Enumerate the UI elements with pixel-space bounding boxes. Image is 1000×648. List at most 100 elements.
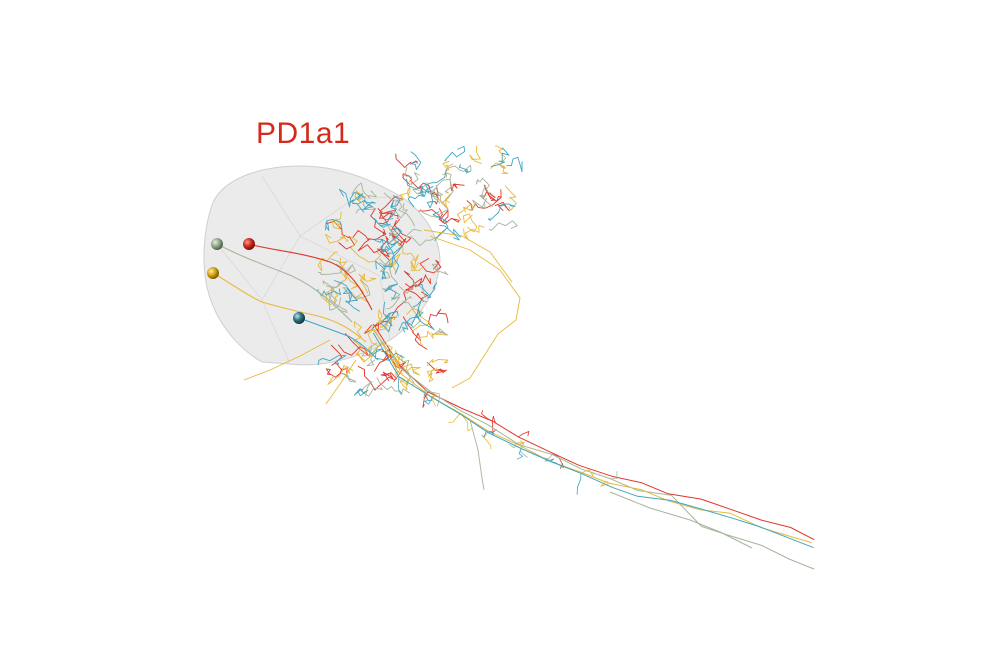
axon-tract-gray-green [371,327,815,570]
neurite-branch-gray-green [405,228,447,247]
neurite-branch-gray-green [322,280,342,311]
neurite-twig-gray-green [610,471,618,480]
neurite-branch-red [337,333,369,357]
neurite-twig-gray-green [469,419,485,491]
neurite-arbors [243,145,815,570]
neurite-branch-gray-green [431,263,449,276]
neurite-branch-yellow [426,367,438,382]
neurite-branch-teal [421,169,447,194]
neurite-branch-teal [444,145,466,162]
neurite-branch-teal [409,151,422,171]
neurite-branch-yellow [442,160,454,171]
neurite-branch-red [480,189,502,202]
neurite-branch-gray-green [429,186,444,204]
axon-tip-gray-green [609,491,753,549]
neurite-branch-teal [487,203,516,222]
neurite-branch-yellow [353,321,363,356]
neurite-branch-red [438,208,460,224]
neurite-branch-yellow [469,145,482,165]
soma-red [243,238,255,250]
neurite-branch-teal [458,164,471,174]
neurite-branch-gray-green [380,261,399,284]
neurite-twig-teal [576,473,582,495]
neuropil-shell [203,165,441,366]
neurite-loop-yellow [429,235,521,389]
neurite-branch-yellow [435,193,452,209]
neurite-branch-teal [398,311,424,331]
neurite-branch-gray-green [351,182,377,199]
axon-tract-teal [372,332,814,549]
neurite-branch-yellow [426,358,449,367]
neurite-branch-yellow [411,254,425,272]
neurite-twig-yellow [448,413,461,423]
neurite-branch-yellow [398,376,409,391]
neurite-branch-teal [432,211,449,242]
neurite-branch-red [352,228,386,241]
neurite-branch-red [391,218,412,243]
neurite-branch-yellow [337,257,348,285]
neurite-branch-teal [412,299,423,319]
neurite-branch-gray-green [398,282,428,303]
neurite-twig-yellow [483,430,492,450]
neurite-branch-gray-green [404,165,420,185]
axon-tract-yellow [373,329,812,544]
neurite-branch-gray-green [382,288,401,310]
neurite-branch-teal [490,147,510,167]
neurite-branch-gray-green [383,192,416,227]
neurite-branch-gray-green [340,372,357,383]
neurite-branch-teal [382,245,403,268]
neurite-branch-gray-green [442,164,472,176]
neurite-branch-yellow [504,185,517,211]
neurite-branch-yellow [325,233,349,244]
neuropil-facets [213,175,401,365]
neurite-branch-teal [439,224,462,241]
neurite-branch-teal [342,288,361,312]
neurite-twig-yellow [243,339,331,381]
neurite-twig-yellow [325,359,357,405]
neurite-twig-teal [550,461,564,469]
soma-teal [293,312,305,324]
neurite-branch-teal [372,348,405,361]
neurite-branch-teal [338,188,365,208]
neurite-branch-gray-green [361,380,383,397]
neurite-branch-teal [356,199,376,211]
neurite-branch-red [373,349,392,372]
neurite-branch-teal [353,388,369,397]
neurite-twig-teal [481,430,490,438]
axon-tract-red [372,323,815,541]
neurite-branch-yellow [358,273,377,294]
neurite-branch-yellow [363,328,380,355]
neurite-branch-red [426,361,448,374]
neurite-branch-yellow [379,343,401,371]
neurite-branch-teal [375,260,387,280]
neurite-twig-red [491,421,497,434]
neurite-twig-yellow [517,440,524,447]
neurite-branch-teal [416,282,438,299]
primary-neurite-teal [298,317,379,361]
neurite-twig-yellow [460,413,473,432]
neurite-branch-teal [374,238,396,253]
neurite-branch-gray-green [488,220,518,231]
neurite-branch-yellow [349,236,382,263]
neurite-branch-red [357,365,396,391]
neurite-branch-red [403,270,431,288]
neurite-branch-red [391,277,423,317]
neurite-branch-teal [317,288,341,297]
neurite-branch-red [379,211,393,225]
neurite-branch-teal [384,311,399,320]
neurite-branch-teal [388,194,401,219]
neurite-branch-red [380,371,397,381]
neurite-branch-yellow [371,315,396,331]
neurite-branch-gray-green [412,182,428,195]
neurite-branch-gray-green [325,280,344,292]
neurite-branch-gray-green [469,197,488,212]
primary-neurite-yellow [212,272,367,343]
neurite-branch-yellow [331,211,343,230]
neurite-loop-yellow [423,229,513,283]
neurite-branch-teal [426,192,436,209]
soma-yellow [207,267,219,279]
neurite-branch-red [419,258,442,274]
neurite-branch-gray-green [475,177,494,197]
neurite-branch-yellow [462,213,478,233]
neurite-twig-teal [488,430,495,435]
